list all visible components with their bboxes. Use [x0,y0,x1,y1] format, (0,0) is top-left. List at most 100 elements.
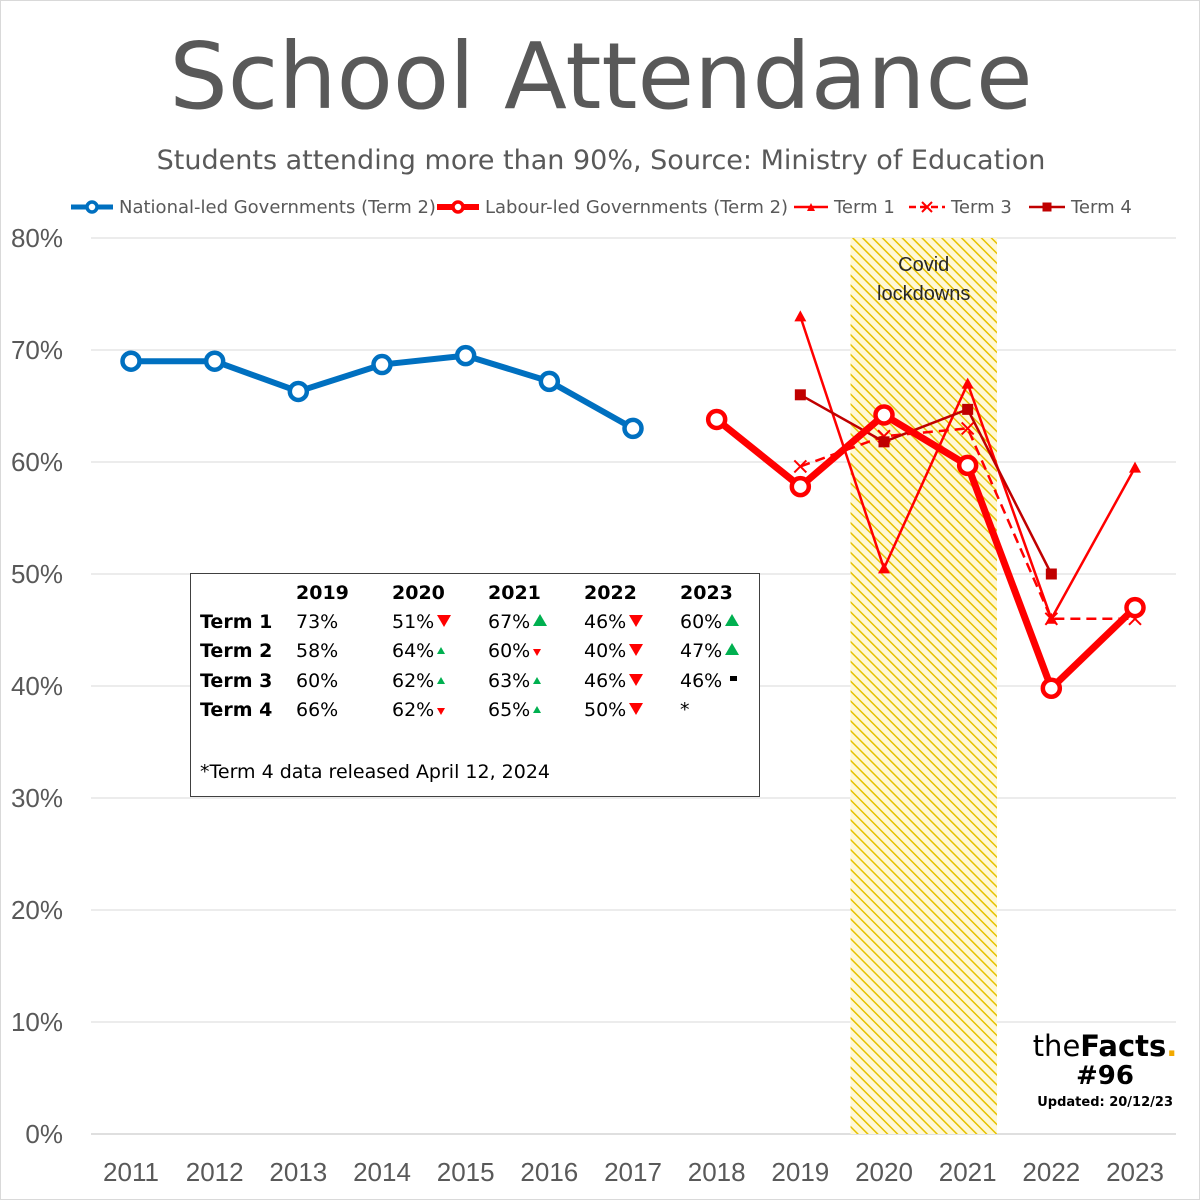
covid-band [850,238,997,1134]
no-change-icon [730,676,738,681]
table-cell-value: 65% [488,699,531,721]
arrow-up-icon [437,677,446,684]
arrow-up-icon [533,706,542,713]
arrow-down-icon [629,702,644,715]
point-term3 [793,459,808,474]
point-term3 [1044,612,1059,626]
table-cell: 63% [488,670,542,692]
issue-number: #96 [1076,1061,1134,1091]
legend-label-labour: Labour-led Governments (Term 2) [485,197,788,218]
table-header-year: 2019 [296,582,349,604]
x-tick-label: 2016 [520,1157,578,1187]
point-national [454,344,477,367]
point-labour [1040,677,1063,699]
table-cell-value: 46% [584,670,627,692]
table-row-label: Term 3 [200,670,273,692]
y-tick-label: 80% [11,223,63,253]
table-cell: 60% [296,670,338,692]
chart-title: School Attendance [169,23,1033,130]
table-cell-value: 47% [680,640,723,662]
arrow-down-icon [629,673,644,686]
point-labour [789,475,812,498]
point-national [203,350,226,372]
table-cell-value: 50% [584,699,627,721]
table-cell-value: 58% [296,640,339,662]
legend-label-term3: Term 3 [950,197,1012,218]
y-tick-label: 70% [11,335,63,365]
table-cell-value: 66% [296,699,339,721]
table-header-year: 2021 [488,582,541,604]
arrow-up-icon [533,677,542,684]
point-labour [873,404,895,426]
x-tick-label: 2018 [688,1157,746,1187]
table-cell-value: 73% [296,611,339,633]
y-tick-label: 0% [25,1119,63,1149]
chart-subtitle: Students attending more than 90%, Source… [156,145,1046,176]
table-cell: 46% [680,670,738,692]
table-cell-value: 60% [296,670,339,692]
point-term4 [794,389,806,401]
point-national [120,350,142,372]
table-cell: 46% [584,611,644,633]
arrow-up-icon [437,647,446,654]
arrow-up-icon [725,642,740,655]
logo-facts: Facts [1080,1029,1167,1063]
point-national [622,417,644,440]
table-cell-value: 60% [488,640,531,662]
table-header-year: 2023 [680,582,733,604]
x-tick-label: 2022 [1022,1157,1080,1187]
x-tick-label: 2014 [353,1157,411,1187]
table-cell-value: 64% [392,640,435,662]
table-cell-value: 67% [488,611,531,633]
table-cell: 46% [584,670,644,692]
legend-marker-term3 [921,201,933,213]
thefacts-logo: theFacts. [1019,1029,1191,1063]
x-tick-label: 2021 [939,1157,997,1187]
logo-the: the [1032,1029,1081,1063]
table-cell-value: 63% [488,670,531,692]
y-tick-label: 20% [11,895,63,925]
y-tick-label: 50% [11,559,63,589]
logo-dot: . [1166,1029,1178,1063]
point-term4 [962,403,974,415]
point-term1 [1129,461,1141,473]
series-line-term3 [799,427,1135,621]
brand-block: theFacts. #96 Updated: 20/12/23 [1019,1029,1191,1110]
y-tick-label: 60% [11,447,63,477]
point-term4 [1045,568,1057,580]
table-cell-value: 51% [392,611,435,633]
y-tick-label: 10% [11,1007,63,1037]
legend-marker-national [85,200,99,214]
x-tick-label: 2012 [186,1157,244,1187]
table-cell: 47% [680,640,740,662]
series-line-labour [714,411,1138,692]
point-national [287,380,310,403]
table-cell-value: 62% [392,670,435,692]
legend-marker-term1 [807,203,815,211]
table-footnote: *Term 4 data released April 12, 2024 [200,761,551,783]
point-term1 [961,377,974,389]
covid-label: lockdowns [877,283,970,305]
table-row-label: Term 4 [200,699,273,721]
table-cell: 65% [488,699,542,721]
table-cell: 60% [488,640,542,662]
arrow-down-icon [629,614,644,627]
y-tick-label: 40% [11,671,63,701]
arrow-down-icon [533,649,542,656]
table-cell: 64% [392,640,446,662]
x-tick-label: 2011 [103,1157,159,1187]
point-term1 [794,310,807,322]
point-labour [956,454,979,477]
point-term1 [878,562,890,574]
table-cell: * [680,699,690,721]
table-cell: 51% [392,611,452,633]
table-header-year: 2022 [584,582,637,604]
x-tick-label: 2015 [437,1157,495,1187]
table-cell: 67% [488,611,548,633]
updated-date: Updated: 20/12/23 [1037,1095,1173,1110]
point-labour [705,408,728,431]
legend-label-national: National-led Governments (Term 2) [119,197,436,218]
table-cell: 66% [296,699,338,721]
table-cell: 40% [584,640,644,662]
